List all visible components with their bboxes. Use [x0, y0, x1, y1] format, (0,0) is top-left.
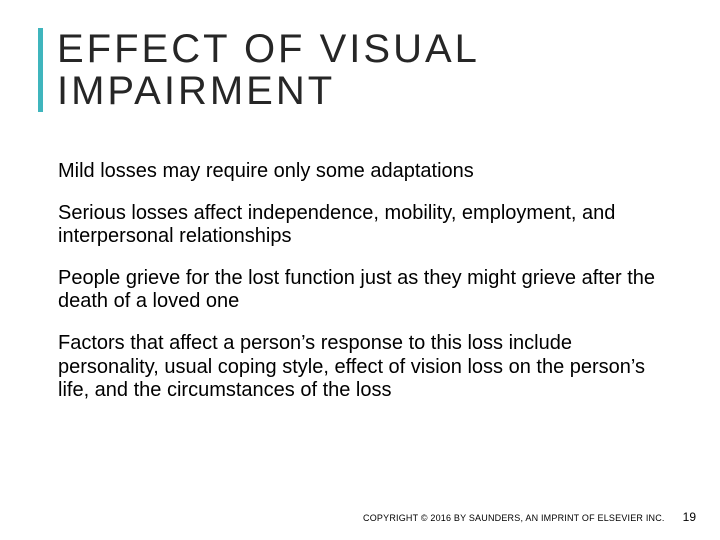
paragraph: Factors that affect a person’s response …	[58, 332, 672, 403]
title-block: EFFECT OF VISUAL IMPAIRMENT	[38, 28, 690, 112]
copyright: COPYRIGHT © 2016 BY SAUNDERS, AN IMPRINT…	[363, 513, 665, 523]
page-number: 19	[683, 510, 696, 524]
accent-bar	[38, 28, 43, 112]
paragraph: Mild losses may require only some adapta…	[58, 160, 672, 184]
body-text: Mild losses may require only some adapta…	[58, 160, 672, 421]
slide-title: EFFECT OF VISUAL IMPAIRMENT	[57, 28, 690, 112]
paragraph: Serious losses affect independence, mobi…	[58, 202, 672, 249]
paragraph: People grieve for the lost function just…	[58, 267, 672, 314]
slide: EFFECT OF VISUAL IMPAIRMENT Mild losses …	[0, 0, 720, 540]
footer: COPYRIGHT © 2016 BY SAUNDERS, AN IMPRINT…	[363, 510, 696, 524]
